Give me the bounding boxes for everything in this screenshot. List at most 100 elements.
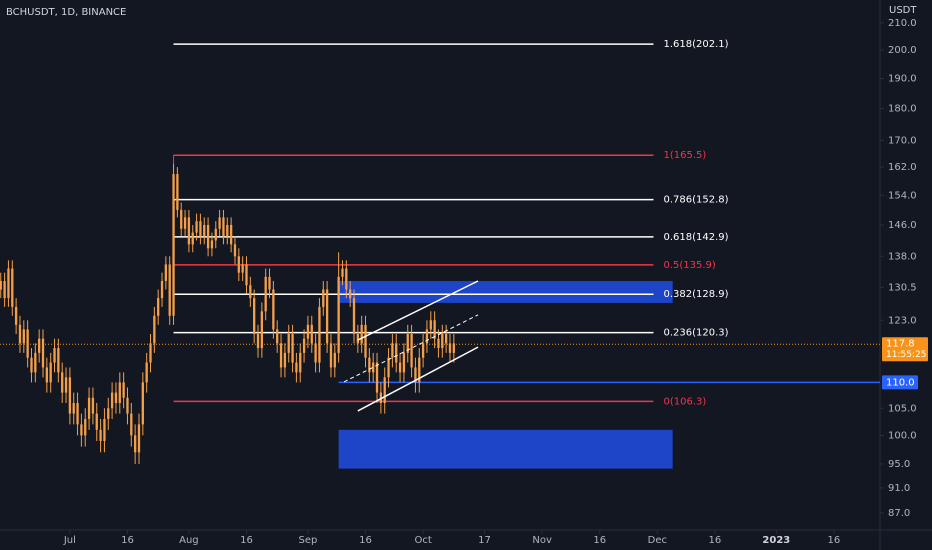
candle-body (375, 362, 379, 393)
candle-body (295, 362, 298, 373)
candle-body (49, 362, 52, 383)
level-label: 110.0 (886, 377, 915, 388)
candle-body (164, 264, 168, 282)
candle-body (448, 343, 452, 353)
y-tick-label: 100.0 (888, 430, 917, 441)
y-tick-label: 138.0 (888, 251, 917, 262)
candle-body (203, 224, 206, 237)
candle-body (425, 329, 429, 344)
candle-body (160, 281, 164, 299)
price-label: 117.8 (886, 338, 915, 349)
candle-body (45, 367, 48, 383)
y-tick-label: 200.0 (888, 45, 917, 56)
candle-body (103, 418, 106, 441)
candle-body (3, 281, 6, 299)
candle-body (107, 408, 110, 419)
candle-body (110, 392, 114, 409)
candle-body (337, 276, 340, 353)
candle-body (237, 256, 240, 273)
candle-body (199, 221, 202, 237)
candle-body (402, 352, 406, 373)
x-tick-label: 16 (240, 535, 253, 546)
candle-body (206, 224, 210, 249)
candle-body (410, 334, 413, 368)
candle-body (314, 343, 317, 363)
candle-body (41, 338, 45, 368)
candle-body (153, 315, 156, 344)
candle-body (61, 372, 64, 393)
x-tick-label: Nov (532, 535, 552, 546)
candle-body (68, 377, 72, 414)
candle-body (360, 324, 363, 344)
candle-body (183, 217, 187, 229)
candle-body (279, 343, 283, 368)
candle-body (141, 382, 144, 425)
candle-body (441, 334, 444, 349)
candle-body (256, 334, 260, 349)
y-tick-label: 170.0 (888, 135, 917, 146)
fib-label: 0(106.3) (663, 396, 706, 407)
candle-body (444, 334, 448, 344)
candle-body (157, 298, 160, 316)
candle-body (229, 224, 233, 245)
candle-body (64, 377, 68, 393)
candle-body (287, 334, 290, 353)
x-tick-label: Oct (414, 535, 431, 546)
candle-body (18, 324, 22, 344)
y-unit: USDT (889, 5, 917, 16)
level-label-bg (882, 375, 918, 390)
x-tick-label: Sep (298, 535, 317, 546)
y-tick-label: 87.0 (888, 508, 910, 519)
candle-body (176, 174, 179, 210)
x-tick-label: 17 (478, 535, 491, 546)
candle-body (34, 352, 37, 373)
candle-body (149, 343, 152, 363)
candle-body (214, 228, 217, 241)
candle-body (379, 392, 383, 403)
candle-body (372, 362, 375, 373)
candle-body (133, 435, 137, 453)
candle-body (302, 338, 306, 353)
candle-body (72, 402, 75, 414)
candle-body (345, 268, 348, 290)
y-tick-label: 154.0 (888, 190, 917, 201)
x-tick-label: 16 (709, 535, 722, 546)
y-tick-label: 190.0 (888, 73, 917, 84)
y-tick-label: 210.0 (888, 18, 917, 29)
fib-label: 0.382(128.9) (663, 289, 728, 300)
trend-line (357, 280, 479, 341)
candle-body (226, 224, 229, 237)
candle-body (137, 424, 141, 453)
candle-body (53, 348, 56, 363)
candle-body (7, 268, 10, 299)
candle-body (87, 397, 91, 419)
candle-body (180, 209, 183, 229)
candle-body (322, 289, 325, 307)
price-countdown: 11:55:25 (886, 350, 926, 360)
candle-body (283, 352, 287, 368)
candle-body (80, 424, 83, 436)
fib-label: 1.618(202.1) (663, 39, 728, 50)
candle-body (187, 217, 191, 245)
candle-body (452, 343, 455, 353)
fib-label: 1(165.5) (663, 150, 706, 161)
y-tick-label: 180.0 (888, 104, 917, 115)
candle-body (76, 402, 79, 425)
candle-body (84, 418, 87, 436)
candle-body (145, 362, 148, 383)
candle-body (91, 397, 95, 414)
candle-body (122, 382, 125, 398)
candle-body (364, 324, 367, 358)
candle-body (245, 264, 248, 286)
x-tick-label: Aug (179, 535, 199, 546)
candle-body (433, 320, 436, 339)
candle-body (276, 329, 279, 344)
candle-body (118, 382, 121, 403)
zone (338, 281, 673, 303)
candle-body (260, 311, 264, 349)
candle-body (406, 334, 409, 353)
candle-body (14, 306, 18, 325)
zone (338, 429, 673, 469)
candle-body (38, 338, 41, 353)
